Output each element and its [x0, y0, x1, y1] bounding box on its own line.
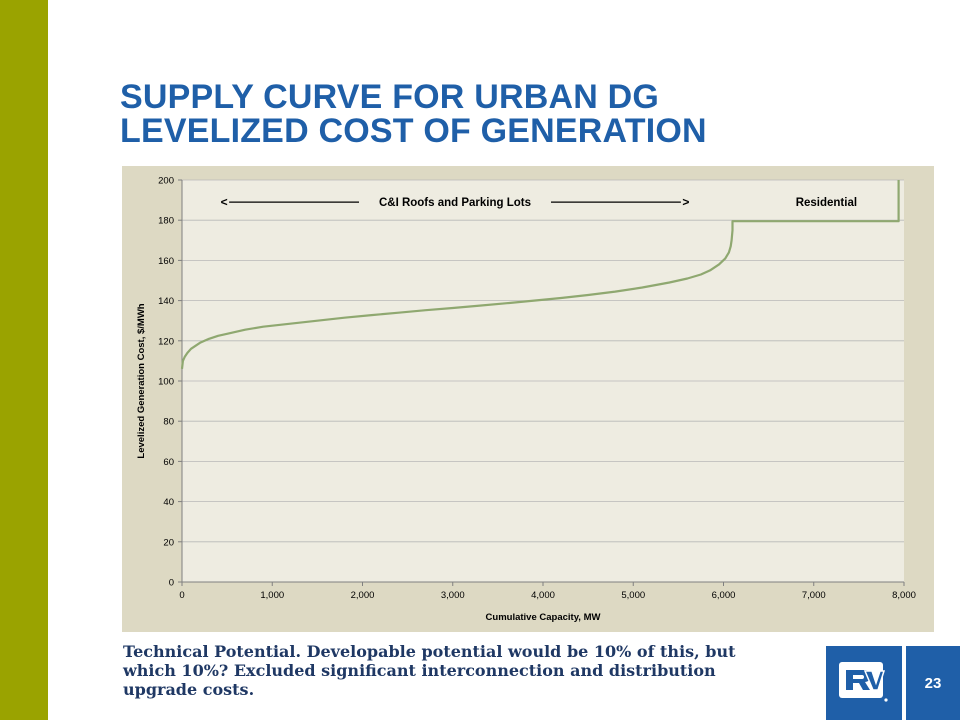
- y-tick-label: 120: [158, 336, 174, 347]
- x-tick-label: 0: [179, 590, 184, 601]
- x-tick-label: 8,000: [892, 590, 916, 601]
- left-accent-bar: [0, 0, 48, 720]
- supply-curve-line: [180, 180, 900, 370]
- x-tick-label: 1,000: [260, 590, 284, 601]
- x-tick-label: 2,000: [351, 590, 375, 601]
- annotation-residential-label: Residential: [796, 197, 857, 209]
- x-tick-label: 7,000: [802, 590, 826, 601]
- y-tick-label: 40: [163, 497, 174, 508]
- y-tick-label: 60: [163, 457, 174, 468]
- y-tick-label: 180: [158, 216, 174, 227]
- y-tick-label: 100: [158, 377, 174, 388]
- y-axis-title: Levelized Generation Cost, $/MWh: [136, 303, 147, 458]
- caption: Technical Potential. Developable potenti…: [123, 642, 813, 699]
- x-tick-label: 5,000: [621, 590, 645, 601]
- slide-title-line-1: SUPPLY CURVE FOR URBAN DG: [120, 78, 660, 116]
- caption-line-3: upgrade costs.: [123, 680, 255, 699]
- logo-box: [826, 646, 902, 720]
- chart-panel: 0 20 40 60 80 100 120 140 160 180 200 0 1,000 2,000 3,…: [122, 166, 934, 632]
- x-tick-label: 6,000: [712, 590, 736, 601]
- y-tick-label: 0: [169, 578, 174, 589]
- annotation-arrow-right: >: [682, 195, 689, 209]
- annotation-ci-label: C&I Roofs and Parking Lots: [379, 197, 531, 209]
- page-number: 23: [906, 646, 960, 720]
- supply-curve-chart: 0 20 40 60 80 100 120 140 160 180 200 0 1,000 2,000 3,…: [136, 176, 916, 624]
- slide-title-line-2: LEVELIZED COST OF GENERATION: [120, 112, 707, 150]
- x-tick-label: 3,000: [441, 590, 465, 601]
- y-tick-label: 160: [158, 256, 174, 267]
- y-tick-label: 20: [163, 537, 174, 548]
- y-tick-label: 200: [158, 176, 174, 187]
- x-axis-title: Cumulative Capacity, MW: [486, 612, 601, 623]
- x-tick-label: 4,000: [531, 590, 555, 601]
- caption-line-1: Technical Potential. Developable potenti…: [123, 642, 736, 661]
- y-tick-label: 80: [163, 417, 174, 428]
- rv-logo-icon: [839, 662, 888, 702]
- slide-title: SUPPLY CURVE FOR URBAN DG LEVELIZED COST…: [120, 80, 920, 148]
- y-tick-label: 140: [158, 296, 174, 307]
- annotation-arrow-left: <: [221, 195, 228, 209]
- caption-line-2: which 10%? Excluded significant intercon…: [123, 661, 716, 680]
